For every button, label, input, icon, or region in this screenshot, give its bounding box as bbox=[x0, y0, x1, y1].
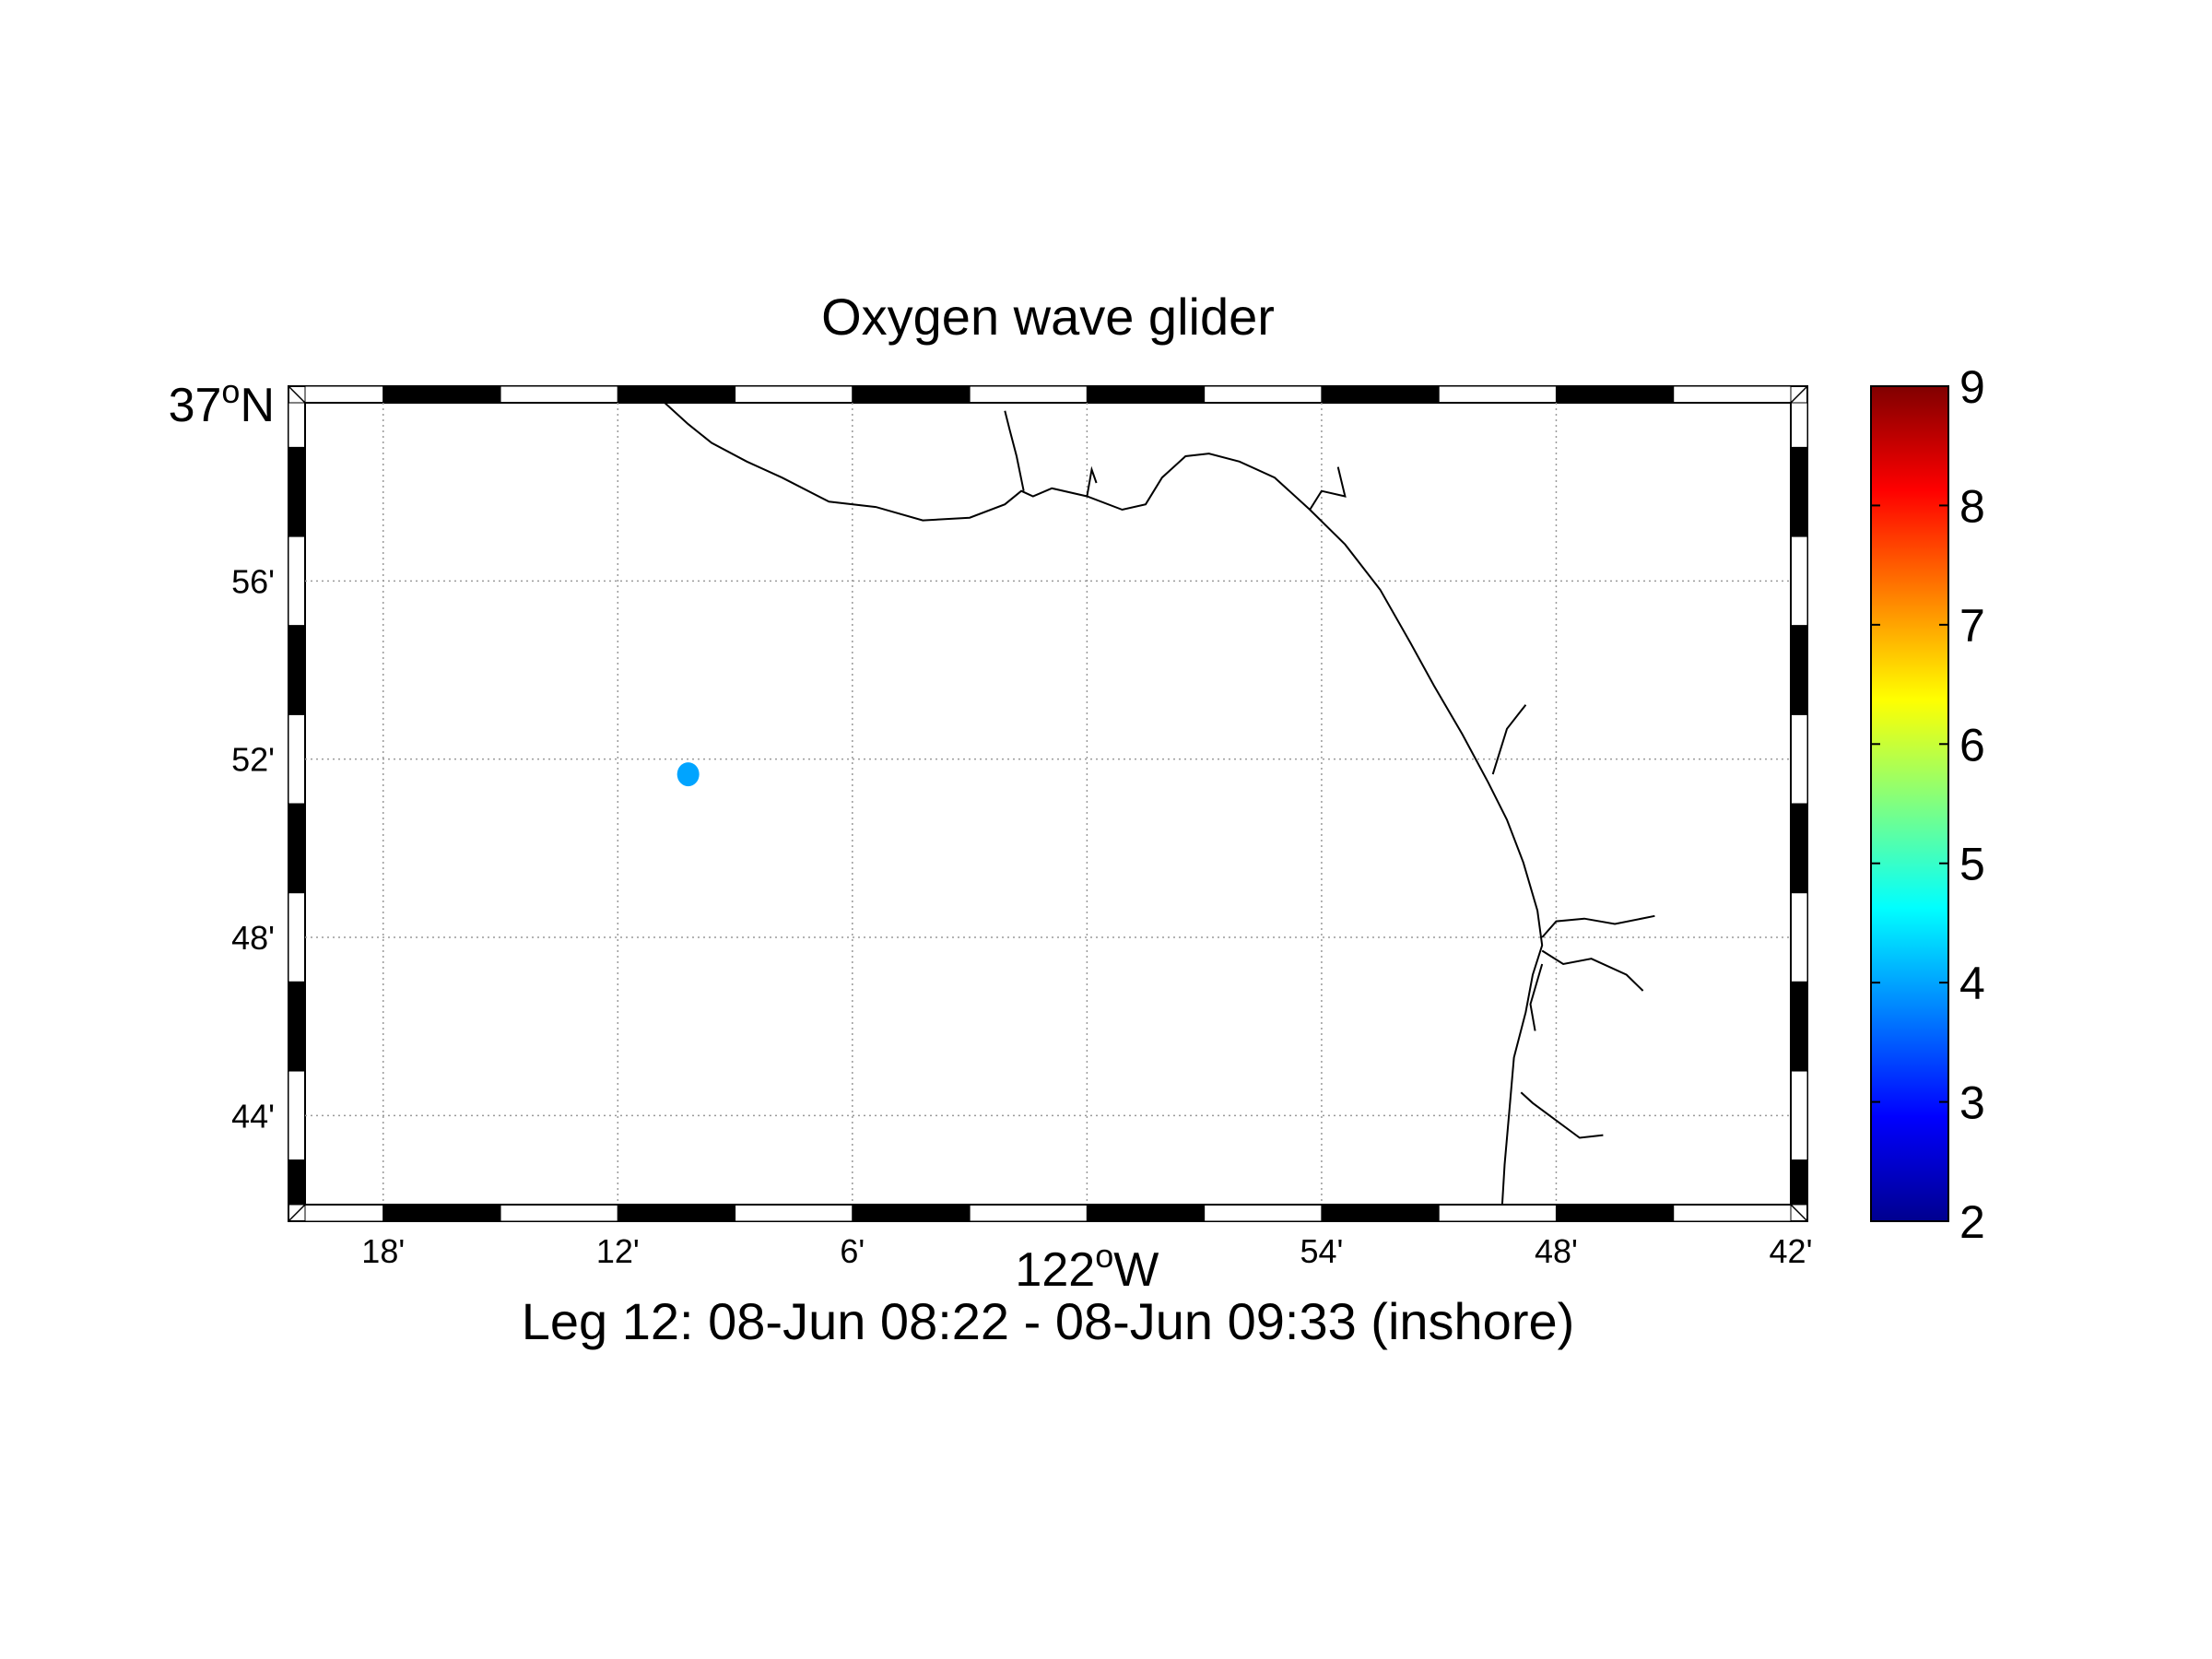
y-tick-label: 56' bbox=[231, 562, 275, 600]
y-tick-label: 52' bbox=[231, 741, 275, 779]
map-frame bbox=[288, 385, 1808, 1222]
colorbar: 2 3 4 5 6 7 8 9 bbox=[1870, 361, 1985, 1248]
frame-segment-left bbox=[288, 535, 306, 627]
river-path bbox=[1529, 963, 1544, 1031]
x-tick-label: 6' bbox=[840, 1232, 865, 1270]
colorbar-tick-label: 8 bbox=[1959, 480, 1985, 532]
frame-segment-left bbox=[288, 446, 306, 537]
frame-segment-left bbox=[288, 1159, 306, 1206]
frame-segment-left bbox=[288, 803, 306, 894]
frame-segment-right bbox=[1790, 625, 1808, 715]
colorbar-tick-label: 4 bbox=[1959, 958, 1985, 1009]
river-path bbox=[1541, 914, 1655, 938]
frame-corner bbox=[288, 385, 306, 404]
frame-segment-bottom bbox=[617, 1204, 736, 1222]
y-tick-label: 44' bbox=[231, 1097, 275, 1135]
x-axis-label-main: 122oW bbox=[1015, 1237, 1159, 1297]
coastline bbox=[664, 403, 1655, 1205]
frame-segment-bottom bbox=[969, 1204, 1088, 1222]
frame-segment-top bbox=[1555, 385, 1675, 404]
river-path bbox=[1491, 704, 1527, 775]
coastline-path bbox=[664, 403, 1544, 1205]
frame-segment-bottom bbox=[735, 1204, 853, 1222]
frame-segment-bottom bbox=[304, 1204, 384, 1222]
colorbar-tick-label: 7 bbox=[1959, 600, 1985, 652]
frame-segment-right bbox=[1790, 446, 1808, 537]
frame-segment-bottom bbox=[382, 1204, 501, 1222]
x-tick-label: 12' bbox=[596, 1232, 640, 1270]
frame-corner bbox=[288, 1204, 306, 1222]
frame-segment-bottom bbox=[500, 1204, 618, 1222]
frame-segment-top bbox=[969, 385, 1088, 404]
colorbar-scale bbox=[1870, 385, 1949, 1222]
frame-segment-top bbox=[500, 385, 618, 404]
river-path bbox=[1541, 949, 1644, 992]
glider-point bbox=[677, 762, 700, 787]
y-axis-label-main: 37oN bbox=[169, 372, 275, 432]
map-gridlines bbox=[305, 403, 1791, 1205]
colorbar-tick-label: 6 bbox=[1959, 719, 1985, 771]
frame-segment-left bbox=[288, 402, 306, 448]
frame-segment-top bbox=[1673, 385, 1792, 404]
x-tick-label: 42' bbox=[1770, 1232, 1813, 1270]
frame-segment-right bbox=[1790, 803, 1808, 894]
frame-segment-bottom bbox=[1438, 1204, 1557, 1222]
frame-segment-left bbox=[288, 892, 306, 982]
river-path bbox=[1309, 466, 1347, 511]
y-tick-label: 48' bbox=[231, 919, 275, 957]
frame-segment-bottom bbox=[1673, 1204, 1792, 1222]
colorbar-tick-label: 5 bbox=[1959, 839, 1985, 890]
frame-segment-top bbox=[1321, 385, 1440, 404]
glider-observations bbox=[677, 762, 700, 787]
frame-segment-right bbox=[1790, 1070, 1808, 1161]
colorbar-tick-label: 3 bbox=[1959, 1077, 1985, 1129]
frame-corner bbox=[1790, 1204, 1808, 1222]
map-axis-labels: 18' 12' 6' 122oW 54' 48' 42' 37oN 56' 52' 48' 44' bbox=[169, 372, 1813, 1297]
leg-subtitle: Leg 12: 08-Jun 08:22 - 08-Jun 09:33 (ins… bbox=[522, 1292, 1575, 1350]
frame-segment-right bbox=[1790, 981, 1808, 1072]
x-tick-label: 18' bbox=[361, 1232, 405, 1270]
frame-segment-top bbox=[1204, 385, 1323, 404]
frame-segment-top bbox=[735, 385, 853, 404]
map-area bbox=[304, 402, 1792, 1206]
river-path bbox=[1086, 465, 1098, 497]
frame-segment-bottom bbox=[1086, 1204, 1206, 1222]
frame-corner bbox=[1790, 385, 1808, 404]
frame-segment-right bbox=[1790, 713, 1808, 805]
colorbar-tick-label: 9 bbox=[1959, 361, 1985, 413]
frame-segment-top bbox=[1438, 385, 1557, 404]
frame-segment-bottom bbox=[852, 1204, 971, 1222]
frame-segment-left bbox=[288, 713, 306, 805]
frame-segment-left bbox=[288, 625, 306, 715]
river-path bbox=[1004, 410, 1025, 491]
frame-segment-left bbox=[288, 981, 306, 1072]
frame-segment-right bbox=[1790, 892, 1808, 982]
frame-segment-right bbox=[1790, 402, 1808, 448]
frame-segment-bottom bbox=[1555, 1204, 1675, 1222]
frame-segment-top bbox=[852, 385, 971, 404]
frame-segment-bottom bbox=[1321, 1204, 1440, 1222]
map-title: Oxygen wave glider bbox=[821, 288, 1275, 346]
frame-segment-right bbox=[1790, 535, 1808, 627]
frame-segment-top bbox=[304, 385, 384, 404]
frame-segment-top bbox=[382, 385, 501, 404]
x-tick-label: 54' bbox=[1300, 1232, 1343, 1270]
frame-segment-top bbox=[617, 385, 736, 404]
frame-segment-right bbox=[1790, 1159, 1808, 1206]
colorbar-tick-label: 2 bbox=[1959, 1196, 1985, 1248]
river-path bbox=[1520, 1091, 1604, 1139]
x-tick-label: 48' bbox=[1535, 1232, 1578, 1270]
frame-segment-left bbox=[288, 1070, 306, 1161]
frame-segment-bottom bbox=[1204, 1204, 1323, 1222]
frame-segment-top bbox=[1086, 385, 1206, 404]
